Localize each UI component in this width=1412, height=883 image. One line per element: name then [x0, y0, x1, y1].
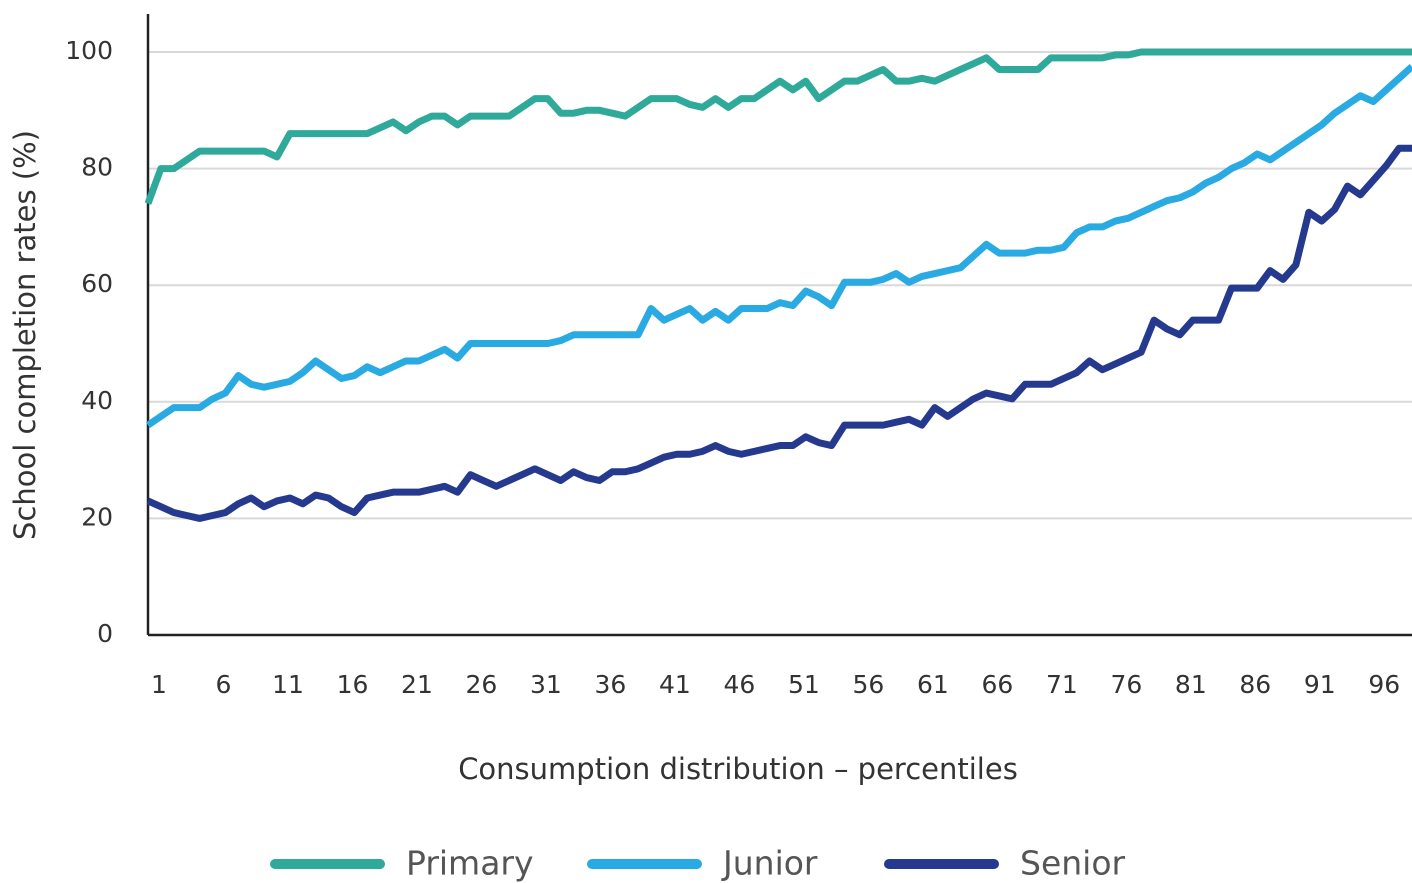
x-tick-label: 71	[1046, 670, 1078, 699]
x-tick-label: 81	[1175, 670, 1207, 699]
x-tick-label: 26	[466, 670, 498, 699]
x-tick-label: 91	[1304, 670, 1336, 699]
x-tick-label: 51	[788, 670, 820, 699]
y-tick-label: 0	[97, 619, 113, 648]
x-tick-label: 56	[852, 670, 884, 699]
x-tick-label: 76	[1110, 670, 1142, 699]
x-tick-label: 61	[917, 670, 949, 699]
y-tick-label: 40	[81, 386, 113, 415]
x-tick-label: 96	[1368, 670, 1400, 699]
series-line	[146, 63, 1412, 429]
x-tick-label: 86	[1239, 670, 1271, 699]
x-tick-label: 46	[724, 670, 756, 699]
x-tick-label: 6	[216, 670, 232, 699]
x-tick-label: 31	[530, 670, 562, 699]
series-line	[144, 48, 1412, 205]
y-tick-label: 80	[81, 153, 113, 182]
y-tick-label: 20	[81, 502, 113, 531]
legend-label: Senior	[1020, 844, 1126, 883]
legend-label: Primary	[406, 844, 534, 883]
x-tick-label: 16	[337, 670, 369, 699]
x-tick-label: 36	[595, 670, 627, 699]
series-line	[146, 144, 1412, 522]
y-axis-label: School completion rates (%)	[8, 130, 42, 540]
y-tick-label: 60	[81, 269, 113, 298]
x-tick-label: 41	[659, 670, 691, 699]
y-tick-label: 100	[65, 36, 113, 65]
x-tick-label: 1	[151, 670, 167, 699]
x-tick-label: 11	[272, 670, 304, 699]
legend-label: Junior	[721, 844, 818, 883]
x-tick-label: 21	[401, 670, 433, 699]
x-axis-label: Consumption distribution – percentiles	[458, 752, 1018, 786]
x-tick-label: 66	[981, 670, 1013, 699]
